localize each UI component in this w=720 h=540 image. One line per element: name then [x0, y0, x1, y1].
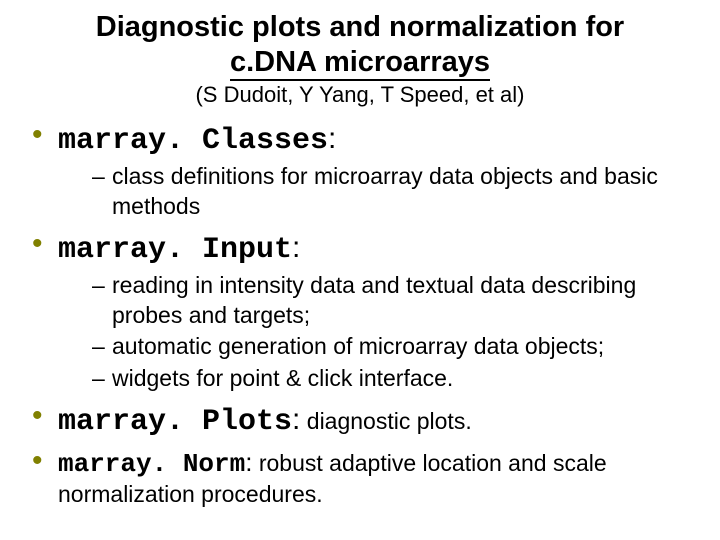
- package-name-2: marray. Input: [58, 233, 292, 267]
- bullet-list: marray. Classes: class definitions for m…: [30, 120, 690, 509]
- colon-2: :: [292, 231, 300, 264]
- package-name-1: marray. Classes: [58, 124, 328, 158]
- title-line-1: Diagnostic plots and normalization for: [40, 10, 680, 45]
- slide: Diagnostic plots and normalization for c…: [0, 0, 720, 540]
- slide-subtitle: (S Dudoit, Y Yang, T Speed, et al): [30, 82, 690, 108]
- package-name-4: marray. Norm: [58, 449, 245, 479]
- sub-item-2-2: automatic generation of microarray data …: [92, 332, 690, 361]
- colon-1: :: [328, 122, 336, 155]
- sub-item-2-3: widgets for point & click interface.: [92, 364, 690, 393]
- title-line-2-text: c.DNA microarrays: [230, 46, 490, 81]
- bullet-item-4: marray. Norm: robust adaptive location a…: [30, 446, 690, 509]
- sub-list-1: class definitions for microarray data ob…: [92, 162, 690, 221]
- slide-title: Diagnostic plots and normalization for c…: [40, 10, 680, 80]
- bullet-item-2: marray. Input: reading in intensity data…: [30, 229, 690, 393]
- bullet-item-1: marray. Classes: class definitions for m…: [30, 120, 690, 221]
- sub-list-2: reading in intensity data and textual da…: [92, 271, 690, 393]
- bullet-item-3: marray. Plots: diagnostic plots.: [30, 401, 690, 442]
- package-name-3: marray. Plots: [58, 405, 292, 439]
- inline-desc-3: diagnostic plots.: [300, 408, 471, 434]
- sub-item-1-1: class definitions for microarray data ob…: [92, 162, 690, 221]
- sub-item-2-1: reading in intensity data and textual da…: [92, 271, 690, 330]
- title-line-2: c.DNA microarrays: [40, 45, 680, 80]
